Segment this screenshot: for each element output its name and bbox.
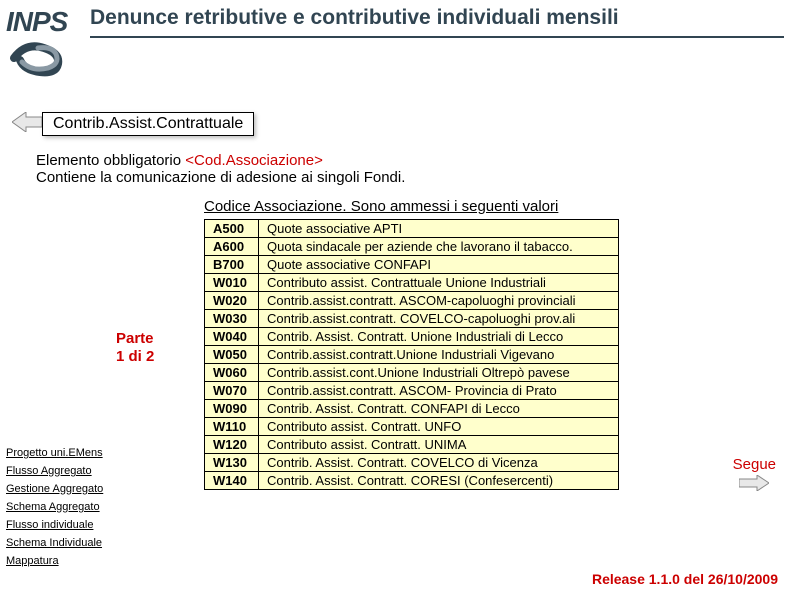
code-cell: W070 [205,382,259,400]
table-row: W120Contributo assist. Contratt. UNIMA [205,436,619,454]
part-label: Parte 1 di 2 [116,330,154,366]
table-row: B700Quote associative CONFAPI [205,256,619,274]
code-cell: W010 [205,274,259,292]
table-title: Codice Associazione. Sono ammessi i segu… [204,198,558,215]
desc-cell: Contrib.assist.contratt.Unione Industria… [259,346,619,364]
sidebar-nav: Progetto uni.EMensFlusso AggregatoGestio… [6,444,103,570]
desc-cell: Contributo assist. Contratt. UNIMA [259,436,619,454]
code-cell: W020 [205,292,259,310]
table-row: A500Quote associative APTI [205,220,619,238]
release-label: Release 1.1.0 del 26/10/2009 [592,571,778,587]
code-cell: W140 [205,472,259,490]
sidebar-item[interactable]: Schema Aggregato [6,498,103,516]
section-tag: Contrib.Assist.Contrattuale [42,112,254,136]
table-row: W010Contributo assist. Contrattuale Unio… [205,274,619,292]
desc-cell: Contrib. Assist. Contratt. COVELCO di Vi… [259,454,619,472]
table-row: W140Contrib. Assist. Contratt. CORESI (C… [205,472,619,490]
desc-cell: Contributo assist. Contrattuale Unione I… [259,274,619,292]
table-row: W110Contributo assist. Contratt. UNFO [205,418,619,436]
table-row: W130Contrib. Assist. Contratt. COVELCO d… [205,454,619,472]
code-cell: W090 [205,400,259,418]
desc-cell: Quota sindacale per aziende che lavorano… [259,238,619,256]
desc-cell: Contrib.assist.contratt. ASCOM- Provinci… [259,382,619,400]
desc-cell: Contrib. Assist. Contratt. CONFAPI di Le… [259,400,619,418]
code-cell: W120 [205,436,259,454]
table-row: W030Contrib.assist.contratt. COVELCO-cap… [205,310,619,328]
table-row: W070Contrib.assist.contratt. ASCOM- Prov… [205,382,619,400]
code-cell: W050 [205,346,259,364]
desc-cell: Contrib.assist.contratt. ASCOM-capoluogh… [259,292,619,310]
logo-text: INPS [6,6,84,38]
desc-cell: Contrib.assist.contratt. COVELCO-capoluo… [259,310,619,328]
code-cell: W040 [205,328,259,346]
code-cell: B700 [205,256,259,274]
table-row: W040Contrib. Assist. Contratt. Unione In… [205,328,619,346]
desc-cell: Quote associative APTI [259,220,619,238]
code-cell: W130 [205,454,259,472]
part-line1: Parte [116,330,154,348]
logo: INPS [6,6,84,83]
table-row: A600Quota sindacale per aziende che lavo… [205,238,619,256]
back-arrow-icon[interactable] [12,112,42,137]
segue-block[interactable]: Segue [733,456,776,496]
desc-cell: Contrib.assist.cont.Unione Industriali O… [259,364,619,382]
forward-arrow-icon [739,475,769,491]
description-block: Elemento obbligatorio <Cod.Associazione>… [36,152,405,186]
sidebar-item[interactable]: Flusso Aggregato [6,462,103,480]
desc-line2: Contiene la comunicazione di adesione ai… [36,169,405,186]
code-cell: A500 [205,220,259,238]
code-cell: W110 [205,418,259,436]
desc-cell: Quote associative CONFAPI [259,256,619,274]
sidebar-item[interactable]: Flusso individuale [6,516,103,534]
desc-element-tag: <Cod.Associazione> [185,152,323,169]
segue-text: Segue [733,456,776,473]
code-cell: A600 [205,238,259,256]
sidebar-item[interactable]: Mappatura [6,552,103,570]
logo-swirl-icon [6,38,66,78]
table-row: W050Contrib.assist.contratt.Unione Indus… [205,346,619,364]
part-line2: 1 di 2 [116,348,154,366]
sidebar-item[interactable]: Progetto uni.EMens [6,444,103,462]
code-cell: W060 [205,364,259,382]
title-underline [90,36,784,38]
code-cell: W030 [205,310,259,328]
page-title: Denunce retributive e contributive indiv… [90,6,784,32]
desc-mandatory: Elemento obbligatorio [36,152,185,169]
table-row: W020Contrib.assist.contratt. ASCOM-capol… [205,292,619,310]
desc-cell: Contrib. Assist. Contratt. Unione Indust… [259,328,619,346]
title-bar: Denunce retributive e contributive indiv… [90,6,784,38]
desc-cell: Contrib. Assist. Contratt. CORESI (Confe… [259,472,619,490]
desc-cell: Contributo assist. Contratt. UNFO [259,418,619,436]
sidebar-item[interactable]: Gestione Aggregato [6,480,103,498]
codes-table: A500Quote associative APTIA600Quota sind… [204,219,619,490]
table-row: W090Contrib. Assist. Contratt. CONFAPI d… [205,400,619,418]
sidebar-item[interactable]: Schema Individuale [6,534,103,552]
table-row: W060Contrib.assist.cont.Unione Industria… [205,364,619,382]
